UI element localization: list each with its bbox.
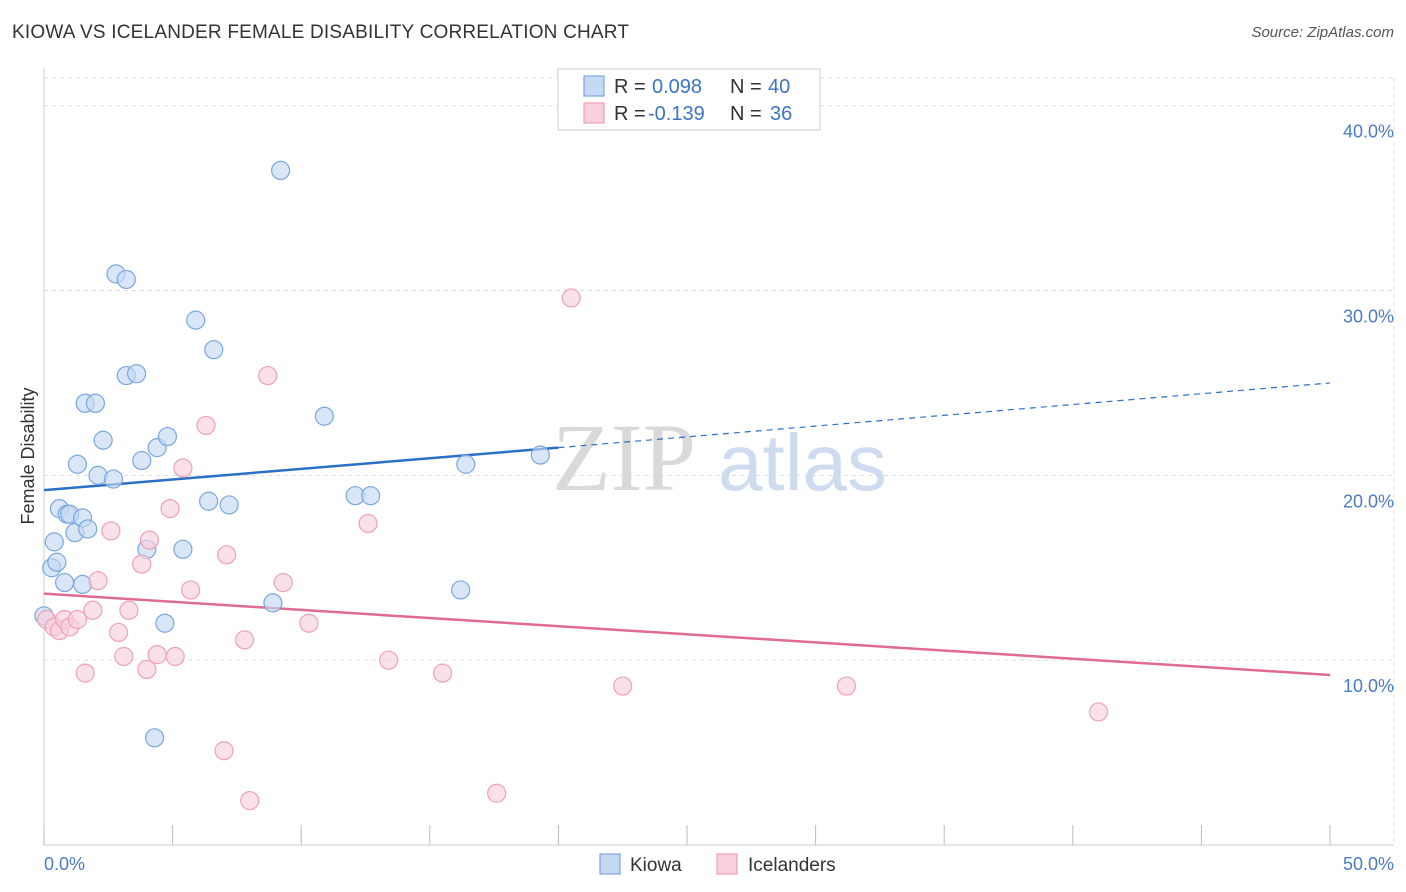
kiowa-point [451, 580, 471, 600]
icelanders-point [214, 741, 234, 761]
kiowa-point [78, 519, 98, 539]
icelanders-point [240, 791, 260, 811]
kiowa-point [530, 445, 550, 465]
y-tick-label: 20.0% [1343, 491, 1394, 511]
icelanders-point [160, 499, 180, 519]
kiowa-point [67, 454, 88, 474]
legend: Kiowa Icelanders [599, 853, 836, 876]
legend-swatch-icelanders [716, 853, 738, 875]
icelanders-point [561, 288, 581, 308]
watermark-zip: ZIP [552, 404, 696, 511]
kiowa-point [157, 426, 178, 447]
watermark-atlas: atlas [718, 418, 887, 507]
y-tick-label: 30.0% [1343, 307, 1394, 327]
legend-label-icelanders: Icelanders [748, 855, 836, 876]
axes [43, 68, 1394, 846]
legend-label-kiowa: Kiowa [630, 855, 682, 876]
kiowa-point [361, 486, 381, 506]
kiowa-trend-extension [558, 382, 1331, 449]
icelanders-point [83, 600, 103, 620]
icelanders-n-value: 36 [770, 103, 792, 125]
kiowa-point [132, 450, 152, 471]
kiowa-point [103, 469, 124, 489]
icelanders-r-value: -0.139 [648, 103, 705, 125]
icelanders-point [75, 663, 95, 683]
trend-lines [43, 382, 1331, 677]
kiowa-point [199, 491, 219, 511]
kiowa-point [47, 552, 67, 572]
icelanders-n-label: N = [730, 103, 762, 125]
icelanders-point [613, 676, 633, 696]
icelanders-point [487, 783, 507, 803]
icelanders-point [139, 530, 160, 550]
kiowa-r-value: 0.098 [652, 76, 702, 98]
kiowa-point [126, 364, 147, 384]
source-label: Source: ZipAtlas.com [1251, 24, 1394, 41]
icelanders-point [173, 458, 193, 478]
y-tick-label: 40.0% [1343, 122, 1394, 142]
x-tick-label-max: 50.0% [1343, 854, 1394, 874]
icelanders-point [119, 600, 139, 620]
kiowa-r-label: R = [614, 76, 646, 98]
kiowa-stat-swatch [583, 75, 605, 97]
y-tick-label: 10.0% [1343, 676, 1394, 696]
kiowa-point [173, 539, 193, 559]
icelanders-trend-line [43, 592, 1331, 677]
icelanders-point [88, 571, 108, 591]
x-tick-label-min: 0.0% [44, 854, 85, 874]
icelanders-point [108, 622, 129, 643]
tick-labels: 0.0% 50.0% 10.0% 20.0% 30.0% 40.0% [44, 122, 1394, 874]
icelanders-point [137, 659, 157, 680]
icelanders-point [273, 572, 293, 593]
icelanders-point [181, 580, 201, 600]
icelanders-point [132, 554, 152, 574]
kiowa-trend-line [43, 446, 559, 492]
icelanders-point [299, 613, 319, 633]
icelanders-point [379, 650, 399, 670]
chart-title: KIOWA VS ICELANDER FEMALE DISABILITY COR… [12, 22, 630, 43]
icelanders-point [258, 365, 278, 386]
icelanders-point [114, 646, 134, 667]
kiowa-point [186, 310, 206, 330]
kiowa-point [54, 572, 75, 593]
kiowa-point [44, 532, 64, 552]
kiowa-point [314, 406, 334, 426]
kiowa-point [116, 269, 136, 290]
icelanders-point [358, 513, 378, 534]
icelanders-r-label: R = [614, 103, 646, 125]
kiowa-point [456, 454, 476, 474]
stats-box: R = 0.098 N = 40 R = -0.139 N = 36 [557, 68, 821, 131]
icelanders-point [67, 609, 88, 630]
icelanders-stat-swatch [583, 102, 605, 124]
icelanders-point [217, 545, 237, 565]
legend-swatch-kiowa [599, 853, 621, 875]
watermark: ZIP atlas [552, 404, 887, 511]
icelanders-point [1088, 702, 1109, 722]
icelanders-point [235, 630, 255, 650]
kiowa-n-value: 40 [768, 76, 790, 98]
kiowa-point [155, 613, 175, 633]
kiowa-point [204, 340, 224, 360]
icelanders-point [147, 645, 167, 665]
y-axis-title: Female Disability [18, 387, 38, 524]
kiowa-point [263, 593, 283, 613]
icelanders-point [101, 521, 121, 541]
kiowa-point [85, 393, 106, 413]
icelanders-point [165, 646, 185, 667]
icelanders-point [836, 676, 857, 696]
kiowa-point [144, 728, 165, 748]
kiowa-point [219, 495, 239, 515]
kiowa-point [271, 160, 291, 181]
icelanders-point [433, 663, 453, 683]
icelanders-point [196, 415, 216, 436]
kiowa-point [93, 430, 113, 450]
kiowa-n-label: N = [730, 76, 762, 98]
data-points [34, 160, 1109, 811]
